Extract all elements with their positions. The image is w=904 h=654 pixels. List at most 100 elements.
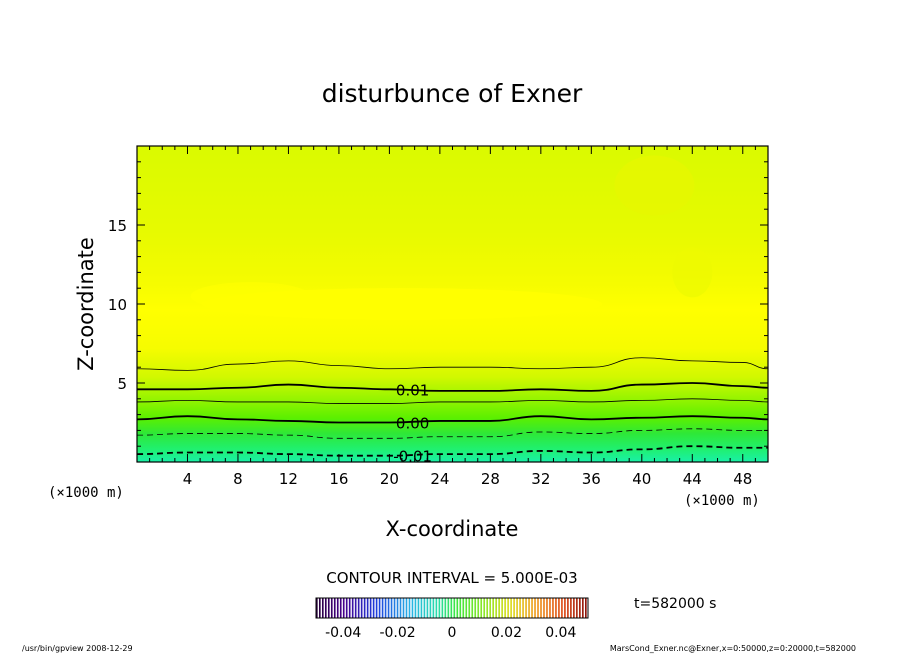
colorbar-stripe xyxy=(450,598,453,618)
x-tick-label: 28 xyxy=(481,470,500,488)
colorbar-stripe xyxy=(570,598,572,618)
x-tick-labels: 4 8 12 16 20 24 28 32 36 40 44 48 xyxy=(183,470,753,488)
y-tick-label: 15 xyxy=(108,217,127,235)
time-label: t=582000 s xyxy=(634,596,716,612)
colorbar-stripe xyxy=(528,598,530,618)
colorbar-stripe xyxy=(486,598,489,618)
y-tick-label: 5 xyxy=(117,375,127,393)
x-tick-label: 12 xyxy=(279,470,298,488)
field-blob xyxy=(614,155,695,216)
colorbar-stripe xyxy=(540,598,542,618)
x-tick-label: 20 xyxy=(380,470,399,488)
field-blob xyxy=(672,247,713,298)
colorbar-stripe xyxy=(324,598,327,618)
colorbar-stripe xyxy=(549,598,551,618)
colorbar-stripe xyxy=(507,598,509,618)
colorbar-stripe xyxy=(471,598,474,618)
colorbar-stripe xyxy=(435,598,438,618)
colorbar-stripe xyxy=(567,598,569,618)
contour-line xyxy=(137,382,768,392)
colorbar-stripe xyxy=(316,598,318,618)
colorbar-stripe xyxy=(384,598,387,618)
colorbar-stripe xyxy=(546,598,548,618)
colorbar-stripe xyxy=(453,598,456,618)
colorbar-stripe xyxy=(477,598,480,618)
colorbar-stripe xyxy=(369,598,372,618)
colorbar-stripe xyxy=(522,598,524,618)
colorbar: -0.04 -0.02 0 0.02 0.04 xyxy=(315,597,589,641)
contour-line xyxy=(137,415,768,424)
colorbar-stripe xyxy=(408,598,411,618)
contour-lines: -0.01 0.00 0.01 xyxy=(137,357,768,466)
colorbar-stripe xyxy=(432,598,435,618)
colorbar-stripe xyxy=(372,598,375,618)
axis-ticks xyxy=(137,146,768,462)
colorbar-stripe xyxy=(375,598,378,618)
colorbar-stripe xyxy=(348,598,351,618)
colorbar-stripe xyxy=(390,598,393,618)
colorbar-stripe xyxy=(339,598,342,618)
colorbar-stripe xyxy=(354,598,357,618)
contour-line xyxy=(137,357,768,371)
colorbar-stripe xyxy=(405,598,408,618)
colorbar-stripe xyxy=(537,598,539,618)
x-tick-label: 44 xyxy=(683,470,702,488)
colorbar-tick-label: 0 xyxy=(448,625,457,641)
colorbar-stripe xyxy=(420,598,423,618)
colorbar-stripe xyxy=(438,598,441,618)
colorbar-stripe xyxy=(474,598,477,618)
x-tick-label: 24 xyxy=(430,470,449,488)
colorbar-stripe xyxy=(492,598,494,618)
colorbar-stripe xyxy=(573,598,575,618)
x-tick-label: 40 xyxy=(632,470,651,488)
colorbar-stripe xyxy=(414,598,417,618)
contour-interval-text: CONTOUR INTERVAL = 5.000E-03 xyxy=(326,569,577,587)
colorbar-stripe xyxy=(510,598,512,618)
colorbar-stripe xyxy=(495,598,497,618)
x-axis-label: X-coordinate xyxy=(386,517,519,541)
field-blob xyxy=(190,282,311,311)
colorbar-stripe xyxy=(327,598,330,618)
x-tick-label: 16 xyxy=(329,470,348,488)
contour-line xyxy=(137,398,768,404)
contour-line xyxy=(137,445,768,457)
contour-line xyxy=(137,428,768,439)
colorbar-stripe xyxy=(333,598,336,618)
colorbar-stripe xyxy=(564,598,566,618)
contour-label: 0.00 xyxy=(396,415,429,433)
colorbar-stripe xyxy=(345,598,348,618)
colorbar-stripe xyxy=(513,598,515,618)
colorbar-stripe xyxy=(579,598,581,618)
colorbar-stripe xyxy=(465,598,468,618)
x-axis-unit-right: (×1000 m) xyxy=(684,493,760,509)
colorbar-stripe xyxy=(483,598,486,618)
colorbar-stripe xyxy=(489,598,492,618)
colorbar-stripe xyxy=(426,598,429,618)
colorbar-stripe xyxy=(399,598,402,618)
colorbar-stripe xyxy=(459,598,462,618)
x-tick-label: 8 xyxy=(233,470,243,488)
x-tick-label: 32 xyxy=(531,470,550,488)
colorbar-stripe xyxy=(441,598,444,618)
colorbar-stripe xyxy=(444,598,447,618)
colorbar-stripe xyxy=(417,598,420,618)
colorbar-stripe xyxy=(378,598,381,618)
contour-label: 0.01 xyxy=(396,381,429,399)
x-tick-label: 48 xyxy=(733,470,752,488)
colorbar-tick-label: 0.04 xyxy=(545,625,576,641)
contour-label: -0.01 xyxy=(393,448,432,466)
colorbar-stripe xyxy=(396,598,399,618)
colorbar-stripe xyxy=(318,598,321,618)
footer-left: /usr/bin/gpview 2008-12-29 xyxy=(22,644,133,653)
field-variations xyxy=(190,155,713,320)
x-tick-label: 36 xyxy=(582,470,601,488)
colorbar-stripe xyxy=(447,598,450,618)
colorbar-stripe xyxy=(582,598,584,618)
colorbar-tick-labels: -0.04 -0.02 0 0.02 0.04 xyxy=(325,625,576,641)
colorbar-stripe xyxy=(393,598,396,618)
colorbar-stripe xyxy=(468,598,471,618)
colorbar-stripe xyxy=(321,598,324,618)
colorbar-stripes xyxy=(316,598,587,618)
footer-right: MarsCond_Exner.nc@Exner,x=0:50000,z=0:20… xyxy=(610,644,856,653)
